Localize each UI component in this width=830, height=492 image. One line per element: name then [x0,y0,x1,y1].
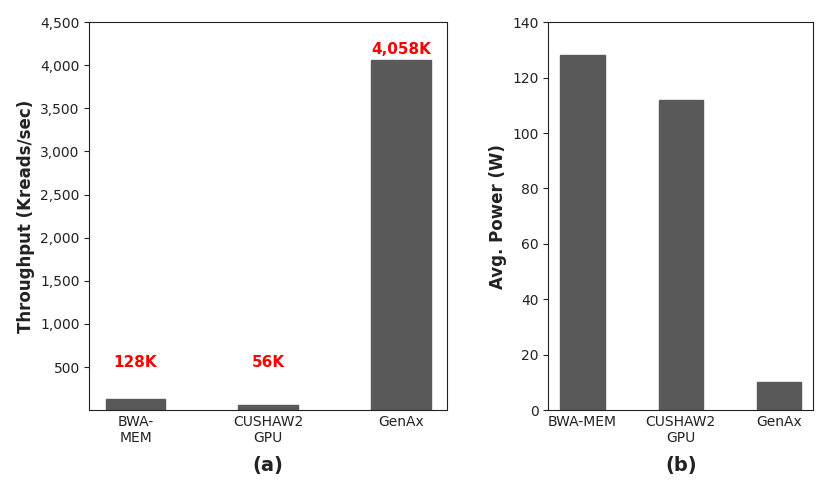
Y-axis label: Throughput (Kreads/sec): Throughput (Kreads/sec) [17,99,35,333]
Bar [659,100,703,410]
Text: 4,058K: 4,058K [371,42,431,57]
X-axis label: (b): (b) [665,457,696,475]
Bar [757,382,801,410]
Bar [238,405,298,410]
Bar [371,61,431,410]
Y-axis label: Avg. Power (W): Avg. Power (W) [489,144,507,289]
Text: 128K: 128K [114,355,158,369]
X-axis label: (a): (a) [253,457,284,475]
Bar [105,399,165,410]
Bar [560,56,605,410]
Text: 56K: 56K [251,355,285,369]
